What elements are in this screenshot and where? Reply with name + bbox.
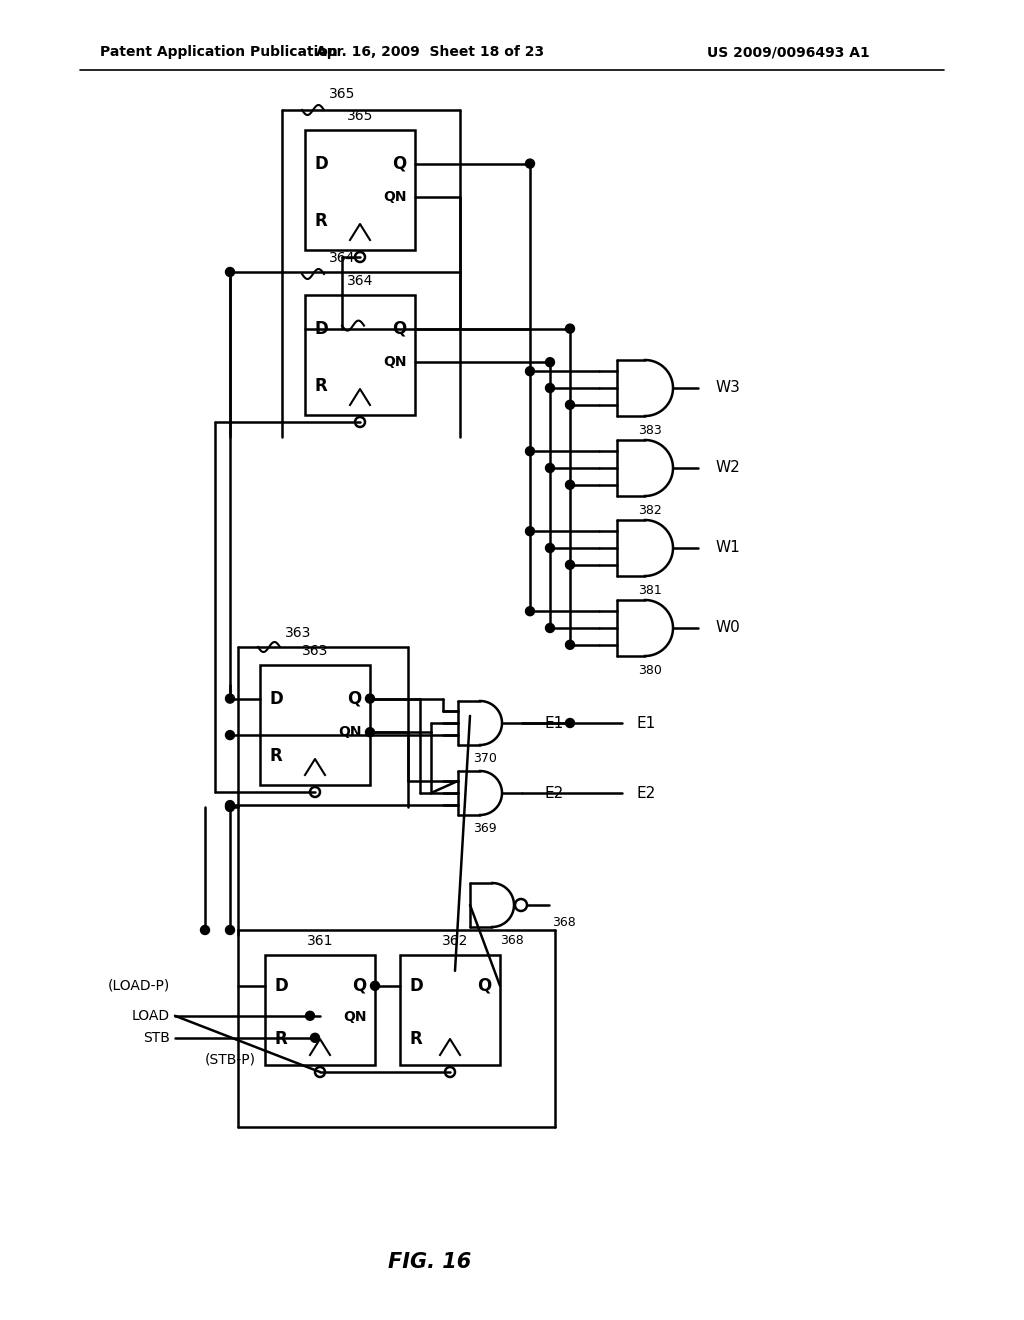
Circle shape: [565, 560, 574, 569]
Text: Q: Q: [392, 319, 407, 338]
Text: D: D: [274, 977, 288, 995]
Text: Q: Q: [347, 689, 361, 708]
Text: (STB-P): (STB-P): [205, 1053, 256, 1067]
Text: 364: 364: [329, 251, 355, 265]
Text: Q: Q: [392, 154, 407, 173]
Text: W1: W1: [716, 540, 740, 556]
Circle shape: [366, 727, 375, 737]
Text: R: R: [410, 1030, 422, 1048]
Text: W0: W0: [716, 620, 740, 635]
Text: D: D: [410, 977, 423, 995]
Circle shape: [201, 925, 210, 935]
Text: LOAD: LOAD: [132, 1008, 170, 1023]
Text: Q: Q: [352, 977, 367, 995]
Text: W3: W3: [716, 380, 741, 396]
Text: 365: 365: [347, 110, 373, 123]
Text: STB: STB: [143, 1031, 170, 1045]
Text: R: R: [274, 1030, 288, 1048]
Circle shape: [565, 400, 574, 409]
Text: QN: QN: [338, 725, 361, 739]
Text: 361: 361: [307, 935, 333, 948]
Text: D: D: [314, 319, 328, 338]
Text: 363: 363: [285, 626, 311, 640]
Circle shape: [546, 463, 555, 473]
Text: E2: E2: [637, 785, 656, 800]
Circle shape: [525, 160, 535, 168]
Circle shape: [546, 544, 555, 553]
Text: E2: E2: [544, 785, 563, 800]
Text: Patent Application Publication: Patent Application Publication: [100, 45, 338, 59]
Circle shape: [546, 358, 555, 367]
Text: FIG. 16: FIG. 16: [388, 1251, 472, 1272]
Circle shape: [565, 480, 574, 490]
Text: 381: 381: [638, 583, 662, 597]
Text: QN: QN: [383, 190, 407, 205]
Circle shape: [225, 268, 234, 276]
Circle shape: [305, 1011, 314, 1020]
Text: 369: 369: [473, 822, 497, 836]
Circle shape: [525, 607, 535, 615]
Text: 363: 363: [302, 644, 328, 657]
Text: 364: 364: [347, 275, 373, 288]
Circle shape: [525, 367, 535, 376]
Circle shape: [225, 925, 234, 935]
Circle shape: [565, 325, 574, 333]
Text: W2: W2: [716, 461, 740, 475]
Circle shape: [525, 527, 535, 536]
Text: 370: 370: [473, 752, 497, 766]
Text: 383: 383: [638, 424, 662, 437]
Circle shape: [546, 384, 555, 392]
Text: QN: QN: [383, 355, 407, 370]
Text: E1: E1: [637, 715, 656, 730]
Text: US 2009/0096493 A1: US 2009/0096493 A1: [708, 45, 870, 59]
Circle shape: [525, 446, 535, 455]
Text: 382: 382: [638, 503, 662, 516]
Bar: [305, 294, 415, 414]
Circle shape: [225, 801, 234, 809]
Text: 380: 380: [638, 664, 662, 676]
Circle shape: [225, 694, 234, 704]
Text: R: R: [269, 747, 283, 766]
Circle shape: [225, 803, 234, 812]
Text: (LOAD-P): (LOAD-P): [108, 979, 170, 993]
Bar: [400, 954, 500, 1065]
Circle shape: [565, 718, 574, 727]
Text: 368: 368: [552, 916, 575, 929]
Text: Apr. 16, 2009  Sheet 18 of 23: Apr. 16, 2009 Sheet 18 of 23: [316, 45, 544, 59]
Text: Q: Q: [477, 977, 492, 995]
Text: 368: 368: [500, 935, 524, 948]
Bar: [265, 954, 375, 1065]
Circle shape: [366, 694, 375, 704]
Text: R: R: [314, 378, 328, 395]
Text: QN: QN: [343, 1010, 367, 1023]
Circle shape: [225, 730, 234, 739]
Bar: [305, 129, 415, 249]
Circle shape: [546, 623, 555, 632]
Circle shape: [310, 1034, 319, 1043]
Circle shape: [371, 981, 380, 990]
Text: E1: E1: [544, 715, 563, 730]
Text: 362: 362: [441, 935, 468, 948]
Text: D: D: [269, 689, 283, 708]
Circle shape: [565, 640, 574, 649]
Text: D: D: [314, 154, 328, 173]
Text: R: R: [314, 213, 328, 230]
Bar: [260, 665, 370, 785]
Text: 365: 365: [329, 87, 355, 102]
